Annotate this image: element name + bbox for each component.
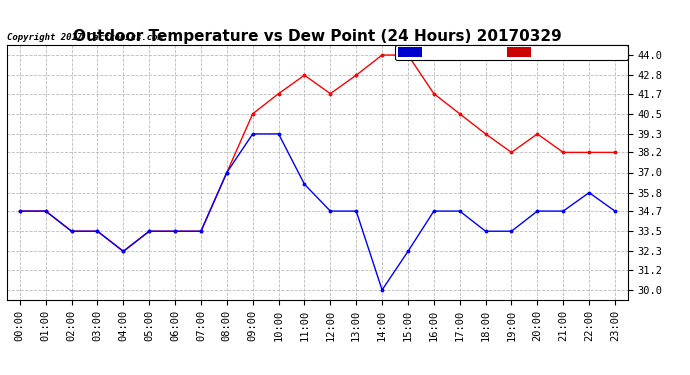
Legend: Dew Point (°F), Temperature (°F): Dew Point (°F), Temperature (°F) — [395, 45, 628, 60]
Text: Copyright 2017 Cartronics.com: Copyright 2017 Cartronics.com — [7, 33, 163, 42]
Title: Outdoor Temperature vs Dew Point (24 Hours) 20170329: Outdoor Temperature vs Dew Point (24 Hou… — [73, 29, 562, 44]
